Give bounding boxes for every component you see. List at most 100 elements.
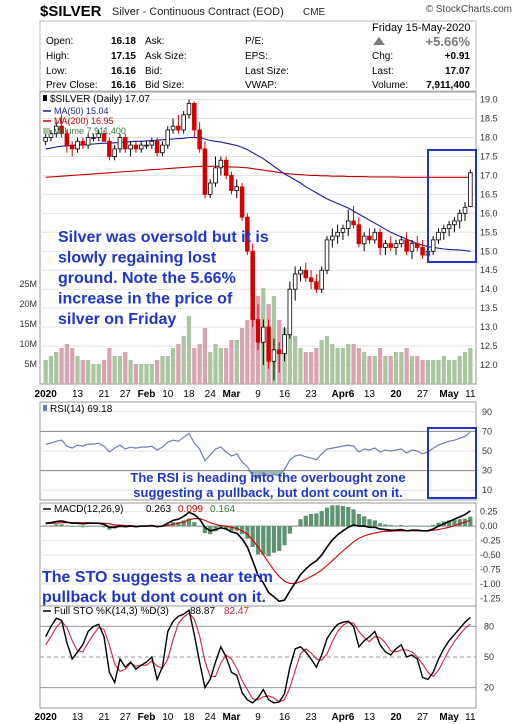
x-tick-label: Apr6 bbox=[332, 389, 355, 400]
price-tick-label: 15.5 bbox=[480, 227, 498, 237]
volume-bar bbox=[80, 360, 85, 384]
quote-label: High: bbox=[46, 51, 69, 62]
x-tick-label: 13 bbox=[364, 389, 376, 400]
x-tick-label: 27 bbox=[417, 712, 429, 723]
volume-bar bbox=[377, 348, 383, 384]
quote-label: EPS: bbox=[245, 51, 268, 62]
macd-histogram-bar bbox=[372, 520, 377, 527]
macd-histogram-bar bbox=[165, 523, 170, 527]
volume-bar bbox=[128, 360, 133, 384]
volume-bar bbox=[399, 352, 404, 384]
macd-histogram-bar bbox=[43, 525, 48, 527]
x-tick-label: 23 bbox=[306, 712, 318, 723]
x-tick-label: 16 bbox=[279, 712, 291, 723]
quote-label: Bid: bbox=[145, 66, 162, 77]
ma200-line bbox=[45, 165, 471, 178]
legend-rsi: RSI(14) 69.18 bbox=[50, 404, 113, 415]
candle-body bbox=[59, 125, 64, 135]
volume-bar bbox=[367, 356, 372, 384]
macd-histogram-bar bbox=[197, 526, 202, 527]
volume-bar bbox=[462, 352, 468, 384]
candle-body bbox=[345, 220, 351, 229]
macd-histogram-bar bbox=[314, 513, 319, 527]
macd-histogram-bar bbox=[356, 513, 361, 527]
x-tick-label: 20 bbox=[390, 389, 402, 400]
sto-annotation-line: pullback but dont count on it. bbox=[42, 589, 266, 606]
quote-label: Ask Size: bbox=[145, 51, 187, 62]
volume-bar bbox=[388, 356, 393, 384]
volume-bar bbox=[165, 356, 170, 384]
candle-body bbox=[255, 319, 261, 343]
x-tick-label: 9 bbox=[255, 389, 261, 400]
macd-histogram-bar bbox=[213, 526, 218, 532]
volume-bar bbox=[303, 352, 308, 384]
macd-histogram-bar bbox=[362, 516, 367, 527]
price-tick-label: 14.5 bbox=[480, 265, 498, 275]
macd-histogram-bar bbox=[393, 525, 399, 527]
macd-histogram-bar bbox=[303, 515, 308, 527]
candle-body bbox=[319, 269, 324, 290]
volume-bar bbox=[59, 348, 64, 384]
x-tick-label: 9 bbox=[255, 712, 261, 723]
price-tick-label: 18.0 bbox=[480, 133, 498, 143]
x-tick-label: 13 bbox=[72, 389, 84, 400]
macd-histogram-bar bbox=[70, 526, 75, 527]
macd-histogram-bar bbox=[446, 520, 452, 527]
macd-histogram-bar bbox=[59, 524, 64, 527]
price-highlight-box bbox=[427, 149, 477, 263]
rsi-tick-label: 10 bbox=[482, 485, 492, 495]
candle-body bbox=[266, 326, 271, 362]
candle-body bbox=[287, 288, 293, 336]
macd-histogram-bar bbox=[452, 519, 457, 527]
volume-bar bbox=[139, 364, 144, 384]
candle-body bbox=[229, 175, 234, 191]
legend-macd-value: 0.263 bbox=[146, 504, 171, 515]
candle-body bbox=[128, 144, 133, 150]
price-tick-label: 14.0 bbox=[480, 284, 498, 294]
sto-annotation-line: The STO suggests a near term bbox=[42, 569, 273, 586]
rsi-highlight-box bbox=[427, 427, 477, 499]
candle-body bbox=[69, 144, 75, 150]
volume-bar bbox=[446, 360, 452, 384]
quote-value: 17.07 bbox=[445, 66, 470, 77]
x-tick-label: May bbox=[439, 389, 459, 400]
price-tick-label: 16.5 bbox=[480, 189, 498, 199]
x-tick-label: 24 bbox=[205, 712, 217, 723]
x-tick-label: 27 bbox=[120, 712, 132, 723]
quote-label: VWAP: bbox=[245, 80, 277, 91]
volume-bar bbox=[176, 344, 181, 384]
volume-bar bbox=[362, 352, 367, 384]
macd-histogram-bar bbox=[86, 526, 91, 527]
candle-body bbox=[409, 243, 415, 252]
x-tick-label: 16 bbox=[279, 389, 291, 400]
macd-signal-line bbox=[45, 518, 471, 584]
macd-histogram-bar bbox=[186, 518, 192, 527]
price-tick-label: 13.5 bbox=[480, 303, 498, 313]
sto-panel: 80 50 20 Full STO %K(14,3) %D(3) 88.87 82.47 bbox=[39, 605, 494, 709]
macd-histogram-bar bbox=[293, 525, 298, 527]
volume-bar bbox=[208, 352, 213, 384]
volume-bar bbox=[75, 356, 80, 384]
quote-label: Open: bbox=[46, 36, 73, 47]
volume-bar bbox=[70, 348, 75, 384]
candle-body bbox=[218, 159, 224, 169]
candle-body bbox=[202, 148, 208, 195]
price-tick-label: 17.0 bbox=[480, 170, 498, 180]
legend-price: $SILVER (Daily) 17.07 bbox=[50, 94, 150, 105]
candle-body bbox=[207, 182, 213, 195]
candle-body bbox=[404, 239, 409, 252]
candle-body bbox=[197, 129, 202, 150]
candle-body bbox=[117, 137, 123, 150]
candle-body bbox=[101, 133, 107, 142]
candle-body bbox=[112, 148, 117, 157]
candle-body bbox=[149, 140, 155, 146]
rsi-tick-label: 90 bbox=[482, 407, 492, 417]
volume-bar bbox=[324, 336, 330, 384]
candle-body bbox=[85, 137, 91, 146]
macd-tick-label: 0.00 bbox=[480, 521, 498, 531]
x-tick-label: Apr6 bbox=[332, 712, 355, 723]
rsi-tick-label: 50 bbox=[482, 446, 492, 456]
candle-body bbox=[415, 243, 420, 248]
legend-ma200: MA(200) 16.95 bbox=[54, 116, 114, 126]
macd-tick-label: 0.25 bbox=[480, 507, 498, 517]
